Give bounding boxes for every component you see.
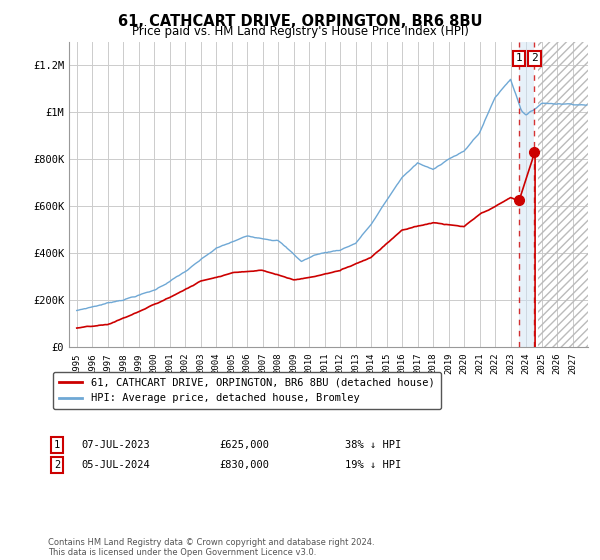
Text: 2: 2 <box>531 53 538 63</box>
Text: £830,000: £830,000 <box>219 460 269 470</box>
Text: £625,000: £625,000 <box>219 440 269 450</box>
Text: 05-JUL-2024: 05-JUL-2024 <box>81 460 150 470</box>
Text: Price paid vs. HM Land Registry's House Price Index (HPI): Price paid vs. HM Land Registry's House … <box>131 25 469 38</box>
Text: Contains HM Land Registry data © Crown copyright and database right 2024.
This d: Contains HM Land Registry data © Crown c… <box>48 538 374 557</box>
Text: 61, CATHCART DRIVE, ORPINGTON, BR6 8BU: 61, CATHCART DRIVE, ORPINGTON, BR6 8BU <box>118 14 482 29</box>
Text: 1: 1 <box>54 440 60 450</box>
Bar <box>519 42 535 347</box>
Text: 1: 1 <box>515 53 522 63</box>
Text: 2: 2 <box>54 460 60 470</box>
Bar <box>538 42 588 347</box>
Text: 38% ↓ HPI: 38% ↓ HPI <box>345 440 401 450</box>
Text: 19% ↓ HPI: 19% ↓ HPI <box>345 460 401 470</box>
Text: 07-JUL-2023: 07-JUL-2023 <box>81 440 150 450</box>
Legend: 61, CATHCART DRIVE, ORPINGTON, BR6 8BU (detached house), HPI: Average price, det: 61, CATHCART DRIVE, ORPINGTON, BR6 8BU (… <box>53 372 441 409</box>
